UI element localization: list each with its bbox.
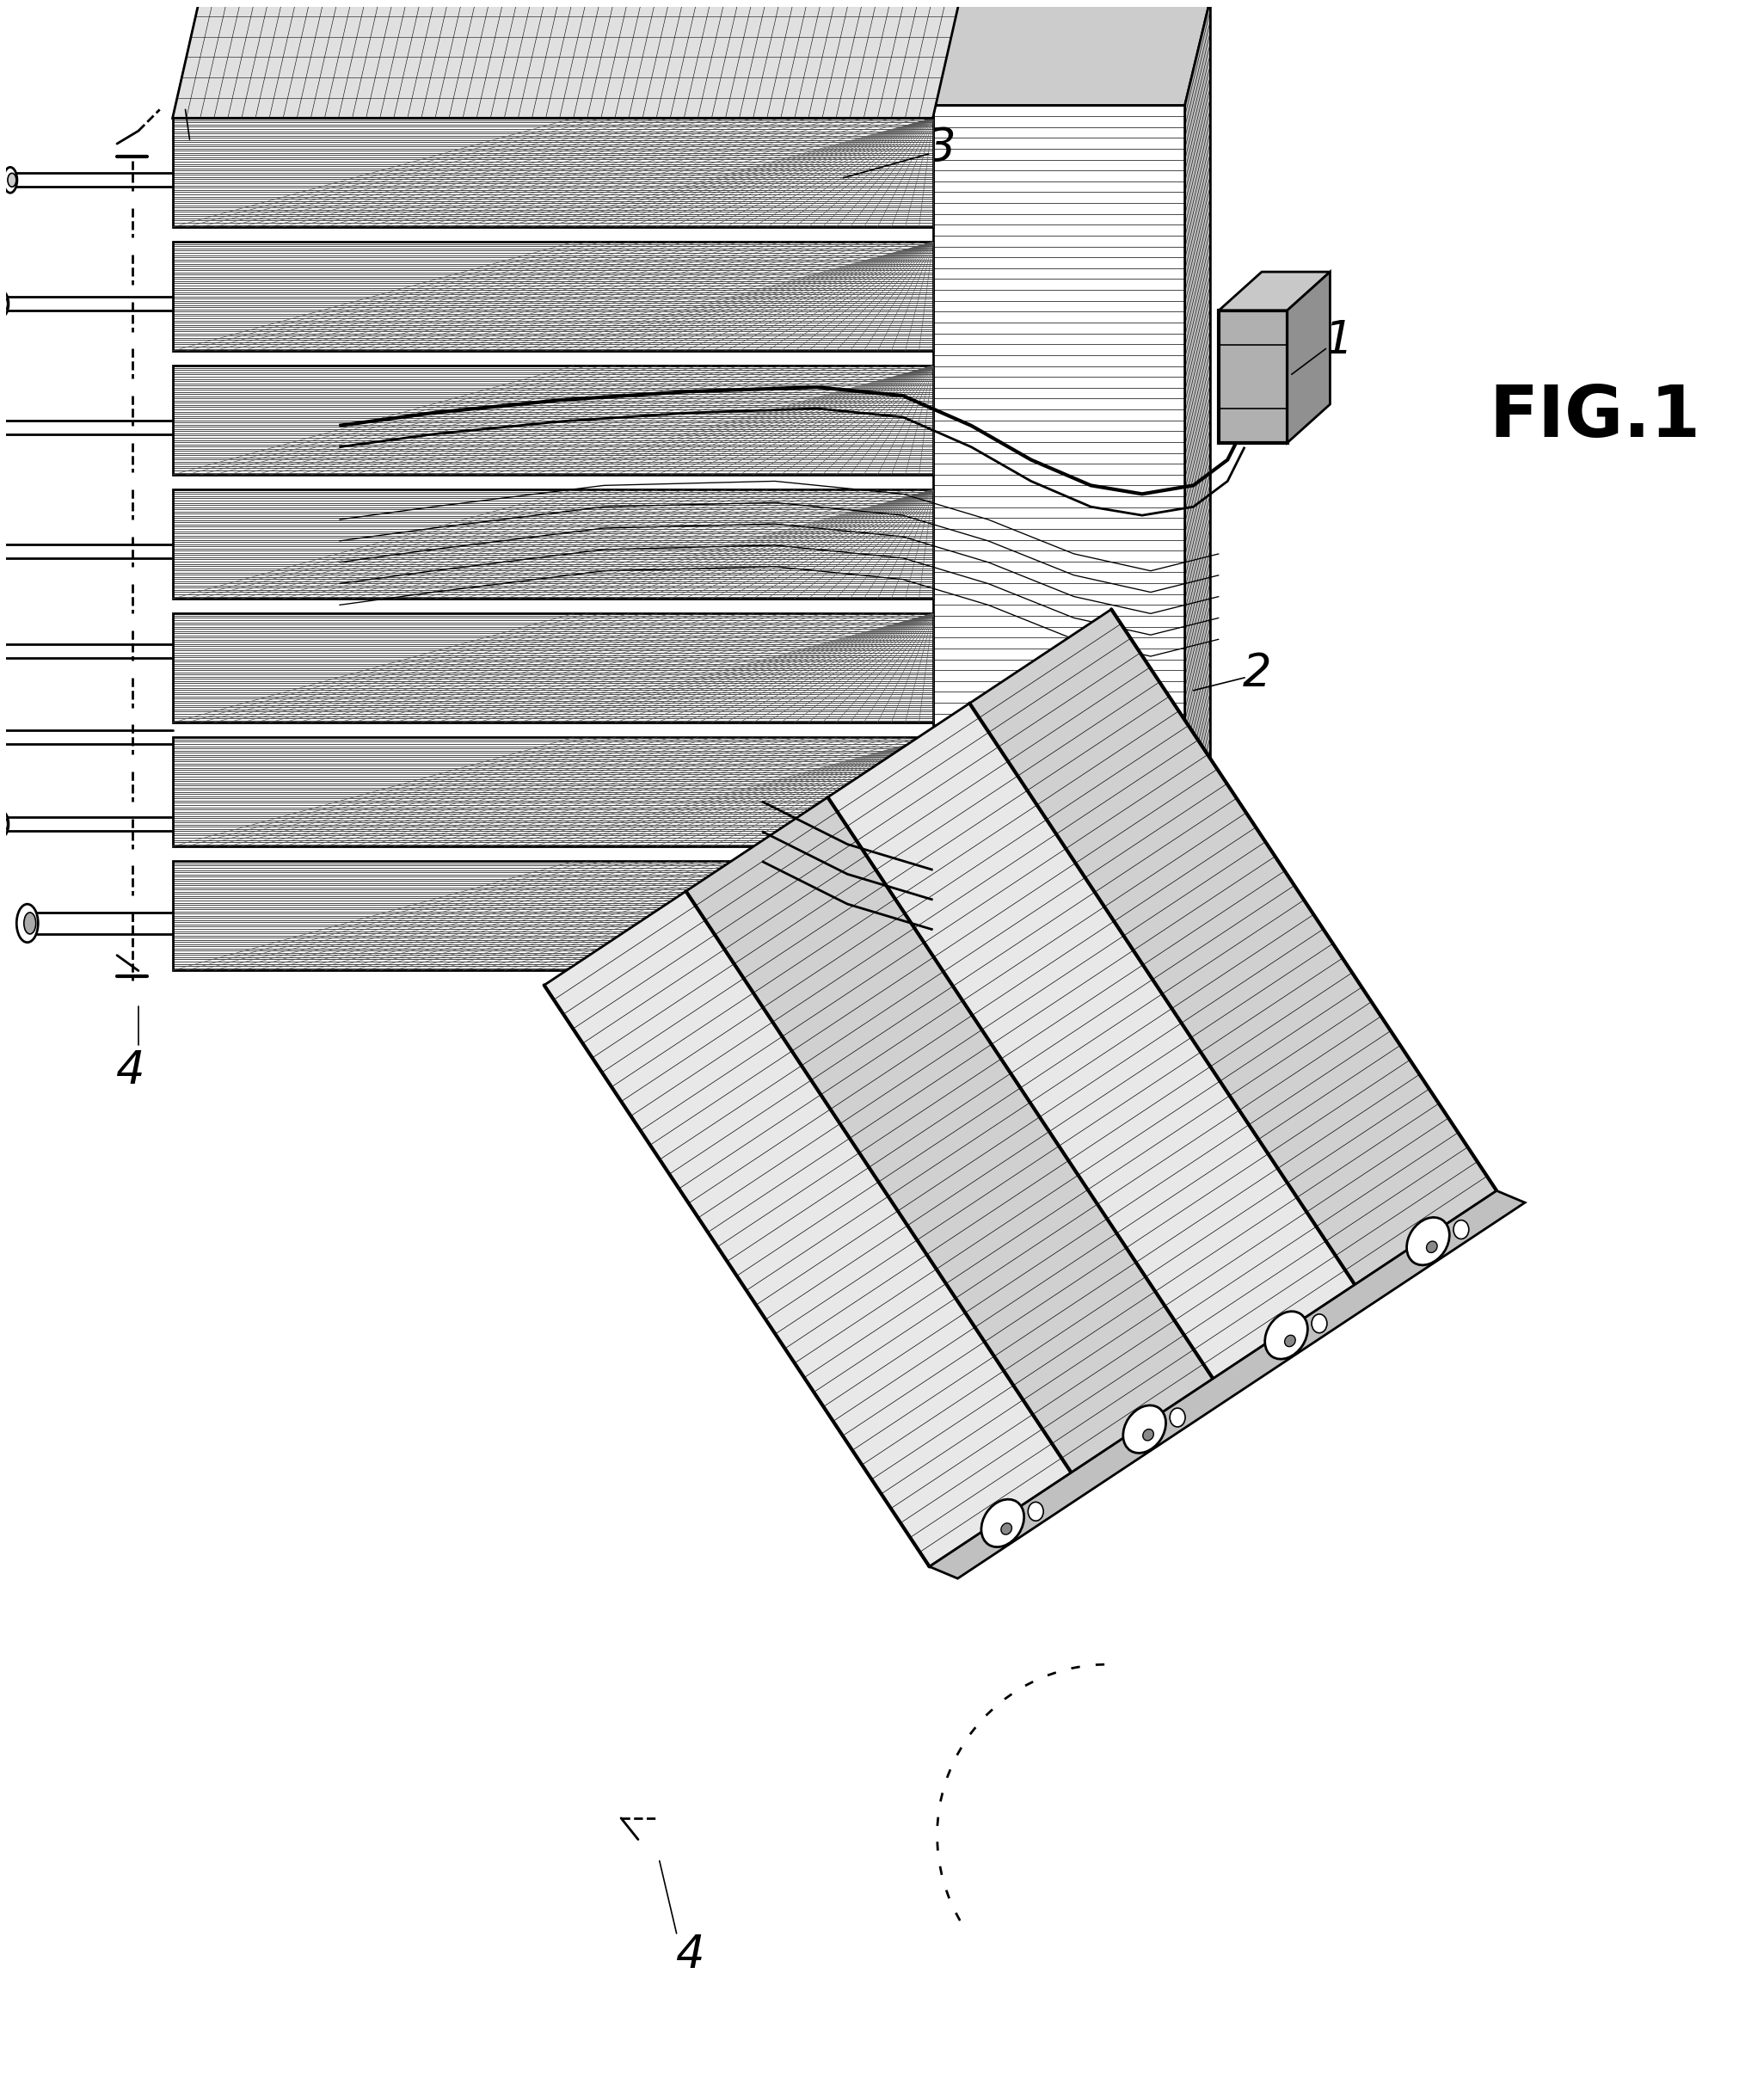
Polygon shape xyxy=(1185,0,1210,985)
Polygon shape xyxy=(173,738,933,846)
Polygon shape xyxy=(930,1191,1524,1579)
Text: FIG.1: FIG.1 xyxy=(1489,382,1700,451)
Ellipse shape xyxy=(1427,1241,1438,1253)
Ellipse shape xyxy=(0,291,9,316)
Text: 3: 3 xyxy=(926,125,956,170)
Ellipse shape xyxy=(1454,1220,1469,1238)
Ellipse shape xyxy=(1406,1218,1450,1266)
Text: 4: 4 xyxy=(189,66,217,110)
Polygon shape xyxy=(933,106,1185,985)
Ellipse shape xyxy=(7,172,16,187)
Polygon shape xyxy=(827,702,1355,1378)
Polygon shape xyxy=(173,0,1025,118)
Ellipse shape xyxy=(1312,1313,1327,1332)
Polygon shape xyxy=(1219,272,1330,310)
Polygon shape xyxy=(970,609,1496,1284)
Polygon shape xyxy=(173,0,1025,118)
Ellipse shape xyxy=(1028,1502,1044,1521)
Ellipse shape xyxy=(1124,1405,1166,1453)
Text: 1: 1 xyxy=(1325,318,1353,362)
Text: 2: 2 xyxy=(1244,650,1272,696)
Ellipse shape xyxy=(0,810,9,837)
Polygon shape xyxy=(1288,272,1330,443)
Polygon shape xyxy=(173,490,933,598)
Polygon shape xyxy=(686,798,1214,1473)
Ellipse shape xyxy=(25,912,35,933)
Ellipse shape xyxy=(0,817,7,831)
Polygon shape xyxy=(1219,310,1288,443)
Polygon shape xyxy=(173,118,933,227)
Ellipse shape xyxy=(0,731,4,744)
Ellipse shape xyxy=(4,166,18,193)
Polygon shape xyxy=(173,613,933,723)
Polygon shape xyxy=(933,0,1210,106)
Polygon shape xyxy=(543,891,1071,1567)
Polygon shape xyxy=(173,860,933,970)
Ellipse shape xyxy=(1265,1311,1307,1359)
Text: 4: 4 xyxy=(676,1933,704,1976)
Text: 4: 4 xyxy=(115,1047,145,1093)
Ellipse shape xyxy=(1000,1523,1013,1534)
Ellipse shape xyxy=(0,297,7,312)
Ellipse shape xyxy=(1284,1336,1295,1347)
Polygon shape xyxy=(173,241,933,351)
Ellipse shape xyxy=(1143,1430,1154,1440)
Ellipse shape xyxy=(16,904,39,943)
Ellipse shape xyxy=(1170,1409,1185,1428)
Polygon shape xyxy=(173,366,933,476)
Ellipse shape xyxy=(981,1500,1025,1546)
Ellipse shape xyxy=(0,725,4,750)
